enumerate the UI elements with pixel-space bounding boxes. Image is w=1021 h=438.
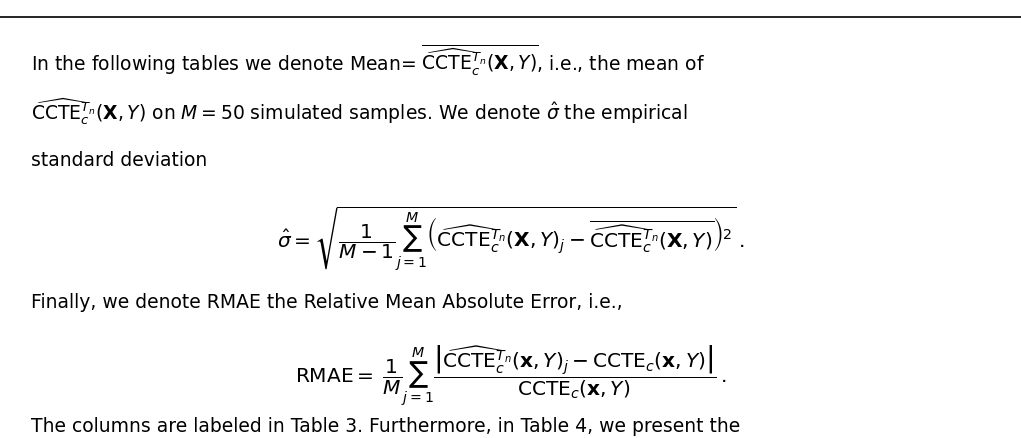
Text: $\widehat{\mathrm{CCTE}}_{c}^{T_n}(\mathbf{X},Y)$ on $M = 50$ simulated samples.: $\widehat{\mathrm{CCTE}}_{c}^{T_n}(\math… bbox=[31, 96, 687, 127]
Text: $\hat{\sigma} = \sqrt{\dfrac{1}{M-1}\sum_{j=1}^{M}\left(\widehat{\mathrm{CCTE}}_: $\hat{\sigma} = \sqrt{\dfrac{1}{M-1}\sum… bbox=[277, 205, 744, 272]
Text: The columns are labeled in Table 3. Furthermore, in Table 4, we present the: The columns are labeled in Table 3. Furt… bbox=[31, 416, 740, 435]
Text: Finally, we denote RMAE the Relative Mean Absolute Error, i.e.,: Finally, we denote RMAE the Relative Mea… bbox=[31, 293, 622, 312]
Text: In the following tables we denote Mean= $\overline{\widehat{\mathrm{CCTE}}_{c}^{: In the following tables we denote Mean= … bbox=[31, 42, 704, 76]
Text: $\mathrm{RMAE}{=}\;\dfrac{1}{M}\sum_{j=1}^{M}\dfrac{\left|\widehat{\mathrm{CCTE}: $\mathrm{RMAE}{=}\;\dfrac{1}{M}\sum_{j=1… bbox=[295, 342, 726, 407]
Text: standard deviation: standard deviation bbox=[31, 150, 207, 170]
